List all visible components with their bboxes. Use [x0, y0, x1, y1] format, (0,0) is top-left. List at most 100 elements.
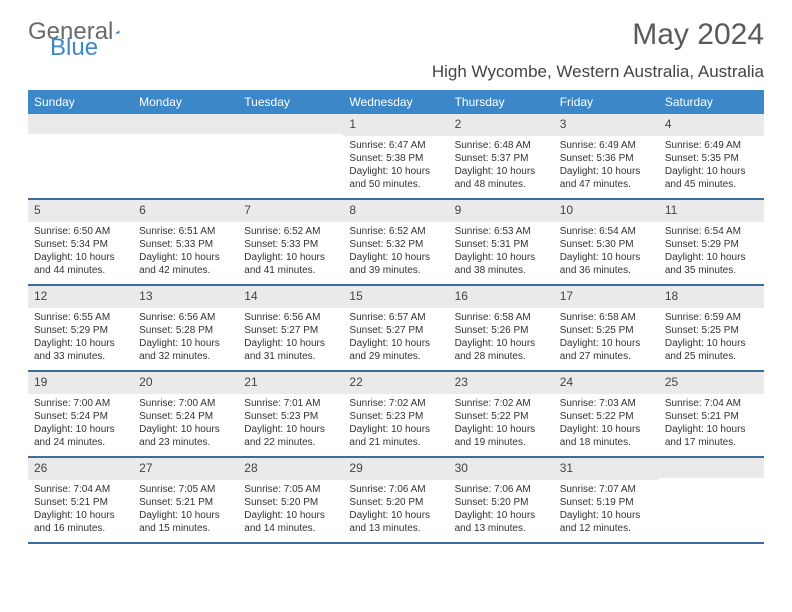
calendar-cell: 13Sunrise: 6:56 AMSunset: 5:28 PMDayligh…	[133, 286, 238, 370]
day-number: 11	[659, 200, 764, 222]
sunset-text: Sunset: 5:20 PM	[349, 496, 442, 509]
dayname-wed: Wednesday	[343, 90, 448, 114]
daylight-text: Daylight: 10 hours and 14 minutes.	[244, 509, 337, 535]
daylight-text: Daylight: 10 hours and 31 minutes.	[244, 337, 337, 363]
dayname-sat: Saturday	[659, 90, 764, 114]
sunset-text: Sunset: 5:27 PM	[244, 324, 337, 337]
day-number	[28, 114, 133, 134]
daylight-text: Daylight: 10 hours and 32 minutes.	[139, 337, 232, 363]
sunrise-text: Sunrise: 6:53 AM	[455, 225, 548, 238]
daylight-text: Daylight: 10 hours and 36 minutes.	[560, 251, 653, 277]
daylight-text: Daylight: 10 hours and 42 minutes.	[139, 251, 232, 277]
daylight-text: Daylight: 10 hours and 45 minutes.	[665, 165, 758, 191]
sunrise-text: Sunrise: 7:07 AM	[560, 483, 653, 496]
day-details: Sunrise: 7:04 AMSunset: 5:21 PMDaylight:…	[659, 394, 764, 455]
calendar-cell: 16Sunrise: 6:58 AMSunset: 5:26 PMDayligh…	[449, 286, 554, 370]
day-details: Sunrise: 7:05 AMSunset: 5:21 PMDaylight:…	[133, 480, 238, 541]
calendar-cell: 20Sunrise: 7:00 AMSunset: 5:24 PMDayligh…	[133, 372, 238, 456]
day-number: 15	[343, 286, 448, 308]
sunrise-text: Sunrise: 6:51 AM	[139, 225, 232, 238]
day-details: Sunrise: 7:00 AMSunset: 5:24 PMDaylight:…	[28, 394, 133, 455]
sunrise-text: Sunrise: 7:03 AM	[560, 397, 653, 410]
sunrise-text: Sunrise: 7:06 AM	[349, 483, 442, 496]
day-details: Sunrise: 6:52 AMSunset: 5:32 PMDaylight:…	[343, 222, 448, 283]
day-number: 31	[554, 458, 659, 480]
day-number: 4	[659, 114, 764, 136]
day-details: Sunrise: 7:06 AMSunset: 5:20 PMDaylight:…	[449, 480, 554, 541]
day-number: 13	[133, 286, 238, 308]
sunset-text: Sunset: 5:23 PM	[244, 410, 337, 423]
day-number: 6	[133, 200, 238, 222]
day-details: Sunrise: 7:02 AMSunset: 5:22 PMDaylight:…	[449, 394, 554, 455]
day-number: 8	[343, 200, 448, 222]
calendar-cell: 26Sunrise: 7:04 AMSunset: 5:21 PMDayligh…	[28, 458, 133, 542]
day-number	[659, 458, 764, 478]
day-details: Sunrise: 7:02 AMSunset: 5:23 PMDaylight:…	[343, 394, 448, 455]
daylight-text: Daylight: 10 hours and 28 minutes.	[455, 337, 548, 363]
calendar-cell: 4Sunrise: 6:49 AMSunset: 5:35 PMDaylight…	[659, 114, 764, 198]
calendar-cell: 1Sunrise: 6:47 AMSunset: 5:38 PMDaylight…	[343, 114, 448, 198]
day-number: 14	[238, 286, 343, 308]
calendar-cell: 19Sunrise: 7:00 AMSunset: 5:24 PMDayligh…	[28, 372, 133, 456]
sunrise-text: Sunrise: 7:00 AM	[139, 397, 232, 410]
sunrise-text: Sunrise: 7:05 AM	[139, 483, 232, 496]
sunset-text: Sunset: 5:22 PM	[455, 410, 548, 423]
day-number: 12	[28, 286, 133, 308]
sunset-text: Sunset: 5:25 PM	[560, 324, 653, 337]
sunrise-text: Sunrise: 6:58 AM	[455, 311, 548, 324]
calendar-cell: 2Sunrise: 6:48 AMSunset: 5:37 PMDaylight…	[449, 114, 554, 198]
day-number: 7	[238, 200, 343, 222]
calendar-body: 1Sunrise: 6:47 AMSunset: 5:38 PMDaylight…	[28, 114, 764, 544]
day-details: Sunrise: 7:04 AMSunset: 5:21 PMDaylight:…	[28, 480, 133, 541]
sunset-text: Sunset: 5:21 PM	[665, 410, 758, 423]
daylight-text: Daylight: 10 hours and 13 minutes.	[455, 509, 548, 535]
daylight-text: Daylight: 10 hours and 12 minutes.	[560, 509, 653, 535]
day-details: Sunrise: 6:59 AMSunset: 5:25 PMDaylight:…	[659, 308, 764, 369]
day-details: Sunrise: 6:51 AMSunset: 5:33 PMDaylight:…	[133, 222, 238, 283]
calendar-cell: 25Sunrise: 7:04 AMSunset: 5:21 PMDayligh…	[659, 372, 764, 456]
sunset-text: Sunset: 5:25 PM	[665, 324, 758, 337]
calendar-cell: 22Sunrise: 7:02 AMSunset: 5:23 PMDayligh…	[343, 372, 448, 456]
sunset-text: Sunset: 5:29 PM	[665, 238, 758, 251]
sunset-text: Sunset: 5:21 PM	[34, 496, 127, 509]
sunset-text: Sunset: 5:37 PM	[455, 152, 548, 165]
day-number: 19	[28, 372, 133, 394]
calendar-week: 26Sunrise: 7:04 AMSunset: 5:21 PMDayligh…	[28, 458, 764, 544]
sunrise-text: Sunrise: 7:04 AM	[34, 483, 127, 496]
daylight-text: Daylight: 10 hours and 23 minutes.	[139, 423, 232, 449]
daylight-text: Daylight: 10 hours and 35 minutes.	[665, 251, 758, 277]
calendar-cell: 23Sunrise: 7:02 AMSunset: 5:22 PMDayligh…	[449, 372, 554, 456]
daylight-text: Daylight: 10 hours and 15 minutes.	[139, 509, 232, 535]
dayname-mon: Monday	[133, 90, 238, 114]
daylight-text: Daylight: 10 hours and 18 minutes.	[560, 423, 653, 449]
sunset-text: Sunset: 5:32 PM	[349, 238, 442, 251]
calendar-cell: 24Sunrise: 7:03 AMSunset: 5:22 PMDayligh…	[554, 372, 659, 456]
sunset-text: Sunset: 5:24 PM	[34, 410, 127, 423]
sunset-text: Sunset: 5:22 PM	[560, 410, 653, 423]
sunset-text: Sunset: 5:31 PM	[455, 238, 548, 251]
daylight-text: Daylight: 10 hours and 50 minutes.	[349, 165, 442, 191]
calendar-cell: 17Sunrise: 6:58 AMSunset: 5:25 PMDayligh…	[554, 286, 659, 370]
dayname-fri: Friday	[554, 90, 659, 114]
calendar: Sunday Monday Tuesday Wednesday Thursday…	[28, 90, 764, 544]
sunrise-text: Sunrise: 6:49 AM	[560, 139, 653, 152]
daylight-text: Daylight: 10 hours and 27 minutes.	[560, 337, 653, 363]
calendar-week: 5Sunrise: 6:50 AMSunset: 5:34 PMDaylight…	[28, 200, 764, 286]
sunrise-text: Sunrise: 6:52 AM	[349, 225, 442, 238]
sunset-text: Sunset: 5:26 PM	[455, 324, 548, 337]
sunrise-text: Sunrise: 6:47 AM	[349, 139, 442, 152]
sunrise-text: Sunrise: 7:05 AM	[244, 483, 337, 496]
day-details: Sunrise: 6:54 AMSunset: 5:30 PMDaylight:…	[554, 222, 659, 283]
calendar-cell: 7Sunrise: 6:52 AMSunset: 5:33 PMDaylight…	[238, 200, 343, 284]
calendar-cell: 8Sunrise: 6:52 AMSunset: 5:32 PMDaylight…	[343, 200, 448, 284]
day-details: Sunrise: 6:50 AMSunset: 5:34 PMDaylight:…	[28, 222, 133, 283]
sunrise-text: Sunrise: 6:56 AM	[244, 311, 337, 324]
sunrise-text: Sunrise: 6:54 AM	[665, 225, 758, 238]
day-number	[133, 114, 238, 134]
day-number: 29	[343, 458, 448, 480]
sunrise-text: Sunrise: 6:58 AM	[560, 311, 653, 324]
location-subtitle: High Wycombe, Western Australia, Austral…	[28, 62, 764, 82]
sunset-text: Sunset: 5:33 PM	[139, 238, 232, 251]
day-number: 5	[28, 200, 133, 222]
calendar-cell: 11 Sunrise: 6:54 AMSunset: 5:29 PMDayligh…	[659, 200, 764, 284]
